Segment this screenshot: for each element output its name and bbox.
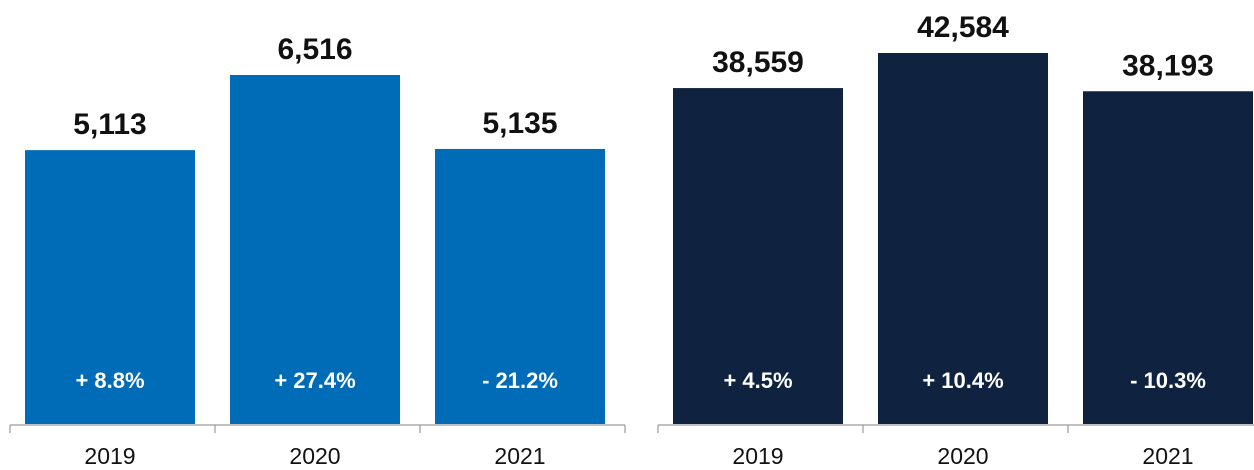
change-label-2020: + 10.4% [922,368,1003,393]
x-tick-label-2020: 2020 [289,443,340,469]
bar-2021 [435,148,605,424]
change-label-2019: + 8.8% [75,368,144,393]
bar-2019 [25,150,195,425]
x-tick-label-2019: 2019 [732,443,783,469]
value-label-2020: 42,584 [917,11,1009,44]
value-label-2019: 38,559 [712,46,804,79]
left-bar-chart: 5,113 + 8.8% 2019 6,516 + 27.4% 2020 5,135 - 21… [9,33,626,469]
bar-2020 [230,75,400,424]
change-label-2020: + 27.4% [274,368,355,393]
change-label-2021: - 21.2% [482,368,558,393]
bar-2019 [673,88,843,424]
x-tick-label-2019: 2019 [84,443,135,469]
x-tick-label-2021: 2021 [1142,443,1193,469]
bar-2021 [1083,91,1253,424]
value-label-2021: 5,135 [482,107,557,140]
value-label-2020: 6,516 [277,33,352,66]
value-label-2019: 5,113 [73,108,146,141]
change-label-2021: - 10.3% [1130,368,1206,393]
change-label-2019: + 4.5% [723,368,792,393]
bar-2020 [878,53,1048,424]
x-tick-label-2021: 2021 [494,443,545,469]
x-tick-label-2020: 2020 [937,443,988,469]
value-label-2021: 38,193 [1122,49,1214,82]
right-bar-chart: 38,559 + 4.5% 2019 42,584 + 10.4% 2020 38,193 -… [657,11,1254,469]
